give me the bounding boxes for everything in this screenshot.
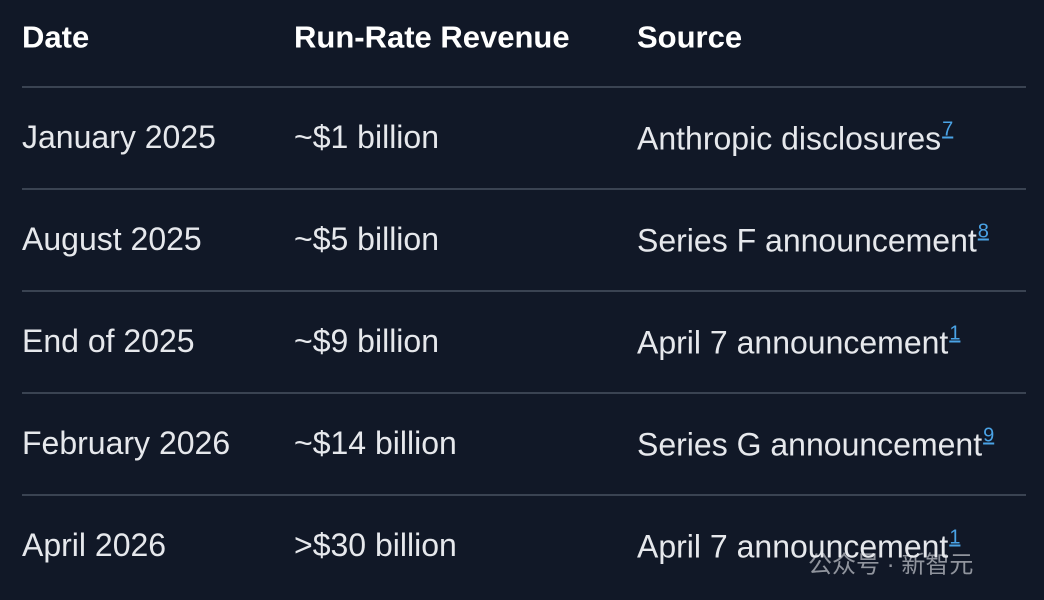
header-cell: Run-Rate Revenue bbox=[294, 19, 570, 55]
source-text: April 7 announcement bbox=[637, 528, 949, 565]
revenue-cell: >$30 billion bbox=[294, 527, 457, 563]
source-cell: Anthropic disclosures7 bbox=[637, 120, 953, 155]
row-divider bbox=[22, 290, 1026, 292]
date-cell: End of 2025 bbox=[22, 323, 195, 359]
footnote-link[interactable]: 8 bbox=[977, 220, 989, 243]
revenue-cell: ~$5 billion bbox=[294, 221, 439, 257]
date-cell: February 2026 bbox=[22, 425, 231, 461]
source-text: April 7 announcement bbox=[637, 324, 949, 361]
date-cell: August 2025 bbox=[22, 221, 202, 257]
source-text: Series F announcement bbox=[637, 222, 977, 259]
watermark: 公众号 · 新智元 bbox=[808, 551, 974, 579]
header-cell: Source bbox=[637, 19, 743, 55]
revenue-cell: ~$1 billion bbox=[294, 119, 439, 155]
date-cell: January 2025 bbox=[22, 119, 216, 155]
revenue-cell: ~$14 billion bbox=[294, 425, 457, 461]
source-cell: Series F announcement8 bbox=[637, 222, 989, 257]
footnote-link[interactable]: 9 bbox=[983, 424, 995, 447]
source-text: Series G announcement bbox=[637, 426, 983, 463]
source-cell: April 7 announcement1 bbox=[637, 528, 960, 563]
revenue-cell: ~$9 billion bbox=[294, 323, 439, 359]
header-cell: Date bbox=[22, 19, 90, 55]
source-text: Anthropic disclosures bbox=[637, 120, 942, 157]
footnote-link[interactable]: 1 bbox=[949, 526, 961, 549]
date-cell: April 2026 bbox=[22, 527, 167, 563]
row-divider bbox=[22, 86, 1026, 88]
row-divider bbox=[22, 494, 1026, 496]
row-divider bbox=[22, 188, 1026, 190]
row-divider bbox=[22, 392, 1026, 394]
footnote-link[interactable]: 1 bbox=[949, 322, 961, 345]
source-cell: Series G announcement9 bbox=[637, 426, 994, 461]
source-cell: April 7 announcement1 bbox=[637, 324, 960, 359]
footnote-link[interactable]: 7 bbox=[942, 118, 954, 141]
